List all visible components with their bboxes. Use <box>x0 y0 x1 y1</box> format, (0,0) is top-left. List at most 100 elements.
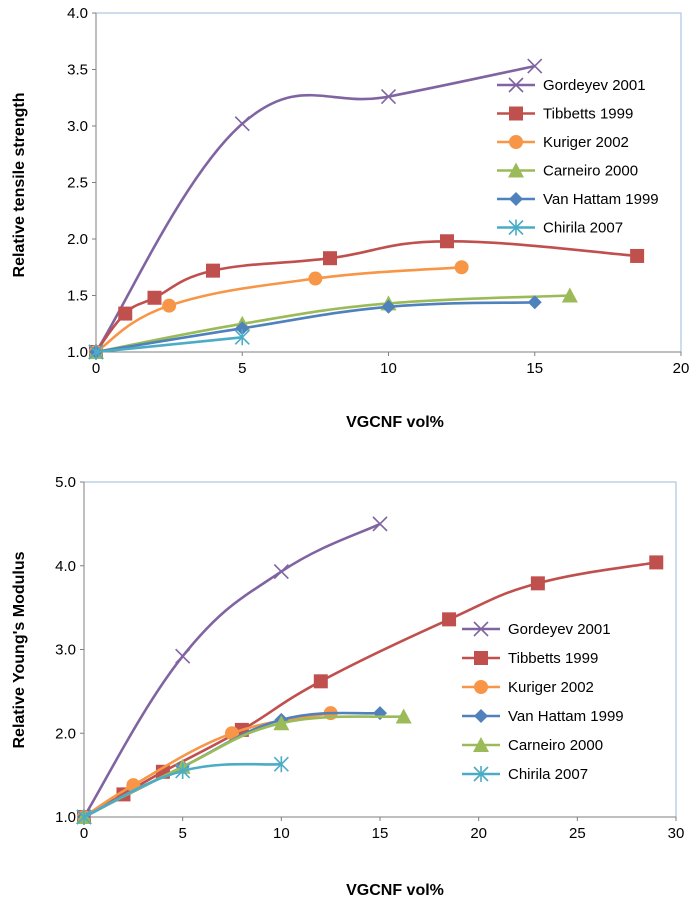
series-chirila-2007 <box>88 329 250 360</box>
y-tick-label: 1.5 <box>67 288 88 305</box>
legend: Gordeyev 2001 Tibbetts 1999 Kuriger 2002 Ca… <box>497 77 659 237</box>
x-axis-title: VGCNF vol% <box>346 414 444 431</box>
series-line-gordeyev-2001 <box>82 522 381 818</box>
data-point-tibbetts-1999 <box>630 248 645 263</box>
data-point-carneiro-2000 <box>273 715 290 731</box>
data-point-gordeyev-2001 <box>380 89 397 105</box>
x-tick-label: 25 <box>569 825 586 842</box>
y-axis-title: Relative tensile strength <box>11 93 28 278</box>
data-point-tibbetts-1999 <box>440 234 454 249</box>
youngs-modulus-plot: 1.0 2.0 3.0 4.0 5.0 0 5 10 15 20 25 30 VGCNF vol% Rel… <box>11 474 685 899</box>
data-point-kuriger-2002 <box>454 260 469 275</box>
x-tick-label: 0 <box>80 825 88 842</box>
tensile-strength-plot: 1.0 1.5 2.0 2.5 3.0 3.5 4.0 0 5 10 15 20 VGCNF vol% R… <box>11 5 690 431</box>
legend-label: Kuriger 2002 <box>508 679 594 696</box>
data-point-tibbetts-1999 <box>206 263 220 278</box>
data-point-van-hattam-1999 <box>373 706 387 721</box>
data-point-carneiro-2000 <box>561 287 578 303</box>
legend: Gordeyev 2001 Tibbetts 1999 Kuriger 2002 Va… <box>462 621 624 783</box>
legend-label: Kuriger 2002 <box>543 134 629 151</box>
data-point-chirila-2007 <box>88 344 104 360</box>
data-point-carneiro-2000 <box>395 708 412 724</box>
legend-item-carneiro-2000: Carneiro 2000 <box>497 162 638 180</box>
data-point-kuriger-2002 <box>225 726 239 741</box>
data-point-gordeyev-2001 <box>273 564 289 580</box>
series-line-gordeyev-2001 <box>94 64 536 353</box>
data-point-gordeyev-2001 <box>234 116 250 132</box>
data-point-tibbetts-1999 <box>649 555 664 570</box>
y-tick-label: 5.0 <box>55 474 76 491</box>
x-tick-label: 15 <box>372 825 389 842</box>
data-point-chirila-2007 <box>175 762 191 779</box>
x-axis-title: VGCNF vol% <box>346 882 444 899</box>
series-line-van-hattam-1999 <box>95 301 535 354</box>
data-point-kuriger-2002 <box>162 298 177 313</box>
series-line-carneiro-2000 <box>95 294 570 354</box>
legend-marker <box>509 192 523 206</box>
data-point-tibbetts-1999 <box>147 290 162 305</box>
y-tick-label: 3.5 <box>67 62 88 79</box>
y-tick-label: 2.0 <box>55 725 76 742</box>
y-tick-label: 2.5 <box>67 175 88 192</box>
data-point-tibbetts-1999 <box>118 306 133 321</box>
x-tick-label: 5 <box>178 825 186 842</box>
legend-label: Van Hattam 1999 <box>543 191 659 208</box>
legend-item-van-hattam-1999: Van Hattam 1999 <box>497 191 659 208</box>
x-tick-label: 0 <box>92 360 100 377</box>
data-point-tibbetts-1999 <box>313 674 328 689</box>
x-tick-label: 5 <box>238 360 246 377</box>
y-tick-label: 3.0 <box>55 642 76 659</box>
data-point-gordeyev-2001 <box>527 58 543 74</box>
data-point-van-hattam-1999 <box>527 295 542 310</box>
youngs-modulus-chart: 1.0 2.0 3.0 4.0 5.0 0 5 10 15 20 25 30 VGCNF vol% Rel… <box>0 460 700 906</box>
x-tick-label: 10 <box>273 825 290 842</box>
legend-item-gordeyev-2001: Gordeyev 2001 <box>462 621 611 638</box>
data-point-gordeyev-2001 <box>175 648 191 664</box>
y-tick-label: 2.0 <box>67 231 88 248</box>
data-point-tibbetts-1999 <box>530 576 545 591</box>
legend-label: Gordeyev 2001 <box>543 77 646 94</box>
data-point-chirila-2007 <box>76 809 92 825</box>
legend-marker <box>509 106 523 121</box>
y-tick-label: 4.0 <box>55 558 76 575</box>
legend-item-tibbetts-1999: Tibbetts 1999 <box>497 106 633 123</box>
data-point-tibbetts-1999 <box>442 612 457 627</box>
data-point-chirila-2007 <box>273 756 289 773</box>
legend-label: Gordeyev 2001 <box>508 621 611 638</box>
data-point-tibbetts-1999 <box>323 251 337 266</box>
legend-item-kuriger-2002: Kuriger 2002 <box>462 679 594 696</box>
legend-marker <box>508 77 524 93</box>
series-chirila-2007 <box>76 756 289 825</box>
legend-marker <box>508 162 524 178</box>
legend-item-chirila-2007: Chirila 2007 <box>497 219 623 237</box>
legend-marker <box>473 766 489 782</box>
legend-label: Tibbetts 1999 <box>543 106 633 123</box>
legend-marker <box>508 219 524 236</box>
tensile-strength-chart: 1.0 1.5 2.0 2.5 3.0 3.5 4.0 0 5 10 15 20 VGCNF vol% R… <box>0 0 700 440</box>
y-axis-title: Relative Young's Modulus <box>11 551 28 748</box>
data-point-gordeyev-2001 <box>372 516 388 532</box>
legend-item-chirila-2007: Chirila 2007 <box>462 766 588 783</box>
y-tick-label: 4.0 <box>67 5 88 22</box>
legend-label: Carneiro 2000 <box>508 737 603 754</box>
series-line-kuriger-2002 <box>83 711 331 819</box>
series-line-kuriger-2002 <box>95 266 462 354</box>
series-gordeyev-2001 <box>88 58 543 360</box>
legend-item-kuriger-2002: Kuriger 2002 <box>497 134 629 151</box>
data-point-van-hattam-1999 <box>381 299 396 314</box>
data-point-chirila-2007 <box>234 329 250 346</box>
x-tick-label: 20 <box>673 360 690 377</box>
y-tick-label: 1.0 <box>67 344 88 361</box>
data-point-van-hattam-1999 <box>235 321 250 336</box>
legend-marker <box>474 651 488 665</box>
series-line-chirila-2007 <box>95 336 243 354</box>
x-tick-label: 10 <box>380 360 397 377</box>
x-tick-label: 15 <box>526 360 543 377</box>
legend-item-tibbetts-1999: Tibbetts 1999 <box>462 650 598 667</box>
legend-item-van-hattam-1999: Van Hattam 1999 <box>462 708 624 725</box>
x-tick-label: 30 <box>668 825 685 842</box>
legend-marker <box>474 709 488 723</box>
legend-label: Chirila 2007 <box>543 220 623 237</box>
y-tick-label: 3.0 <box>67 118 88 135</box>
legend-item-carneiro-2000: Carneiro 2000 <box>462 737 603 754</box>
